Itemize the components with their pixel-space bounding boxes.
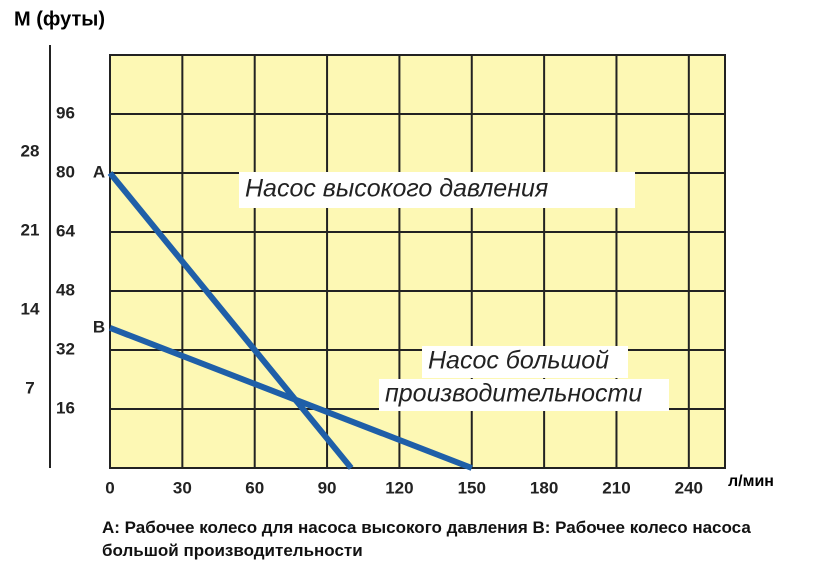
- x-tick-label: 60: [245, 478, 264, 497]
- line: [107, 171, 354, 470]
- x-tick-label: 120: [385, 478, 413, 497]
- x-tick-label: 180: [530, 478, 558, 497]
- x-tick-label: 210: [602, 478, 630, 497]
- y-tick-label: 32: [56, 339, 75, 358]
- annotation-bg: [239, 172, 635, 208]
- y-tick-label: 16: [56, 398, 75, 417]
- annotation: Насос большой: [428, 347, 609, 375]
- y-tick-label: 80: [56, 162, 75, 181]
- annotation-bg: [422, 346, 628, 378]
- annotation: Насос высокого давления: [245, 175, 548, 203]
- y-tick-label: 64: [56, 221, 75, 240]
- x-tick-label: 30: [173, 478, 192, 497]
- y2-tick-label: 14: [21, 300, 40, 319]
- x-tick-label: 90: [318, 478, 337, 497]
- chart: М (футы) л/мин 0 30 60 90 120 150 180 210 240 16 3…: [14, 8, 774, 497]
- x-axis-label: л/мин: [728, 473, 774, 490]
- x-tick-label: 0: [105, 478, 114, 497]
- annotation-bg: [379, 379, 669, 411]
- series-label: A: [93, 162, 105, 181]
- x-tick-label: 150: [458, 478, 486, 497]
- series-label: B: [93, 317, 105, 336]
- y-axis-label: М (футы): [14, 8, 105, 30]
- y-tick-label: 96: [56, 103, 75, 122]
- annotation: производительности: [385, 380, 642, 408]
- y-tick-label: 48: [56, 280, 75, 299]
- y2-tick-label: 28: [21, 142, 40, 161]
- y2-tick-label: 7: [25, 378, 34, 397]
- caption: A: Рабочее колесо для насоса высокого да…: [102, 518, 751, 560]
- line: [108, 325, 473, 471]
- x-tick-label: 240: [675, 478, 703, 497]
- y2-tick-label: 21: [21, 221, 40, 240]
